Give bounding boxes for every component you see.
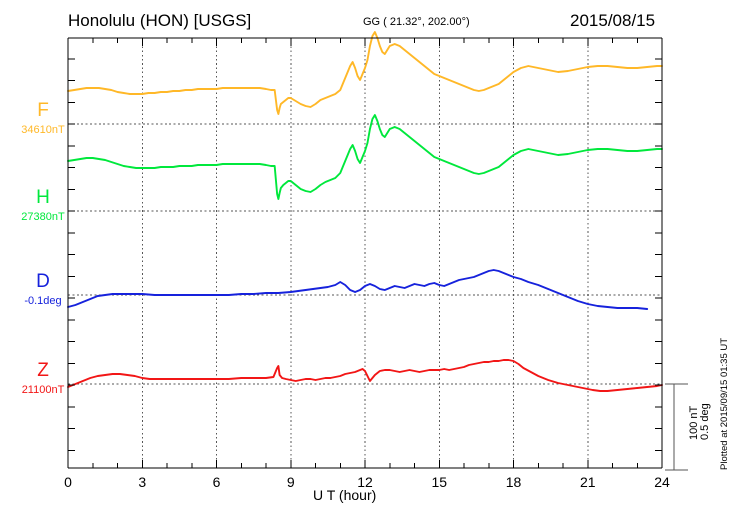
observation-date: 2015/08/15 [570, 11, 656, 30]
component-label-f: F [37, 100, 49, 121]
component-baseline-f: 34610nT [21, 124, 65, 136]
x-tick-label-9: 9 [286, 474, 295, 490]
x-tick-label-24: 24 [654, 474, 670, 490]
component-label-h: H [36, 187, 50, 208]
geographic-coordinates: GG ( 21.32°, 202.00°) [363, 16, 470, 28]
component-baseline-h: 27380nT [21, 211, 65, 223]
x-tick-label-21: 21 [579, 474, 596, 490]
x-tick-label-18: 18 [505, 474, 522, 490]
page-title: Honolulu (HON) [USGS] [68, 11, 252, 30]
component-label-d: D [36, 271, 50, 292]
x-tick-label-0: 0 [64, 474, 72, 490]
x-tick-label-6: 6 [212, 474, 221, 490]
x-tick-label-3: 3 [138, 474, 147, 490]
component-baseline-d: -0.1deg [24, 295, 62, 307]
component-label-z: Z [37, 360, 49, 381]
x-axis-title: U T (hour) [313, 487, 377, 503]
component-baseline-z: 21100nT [21, 384, 65, 396]
scale-bar-label-deg: 0.5 deg [699, 403, 711, 440]
x-tick-label-15: 15 [431, 474, 448, 490]
x-tick-label-12: 12 [357, 474, 373, 490]
plotted-timestamp: Plotted at 2015/09/15 01:35 UT [719, 337, 730, 470]
